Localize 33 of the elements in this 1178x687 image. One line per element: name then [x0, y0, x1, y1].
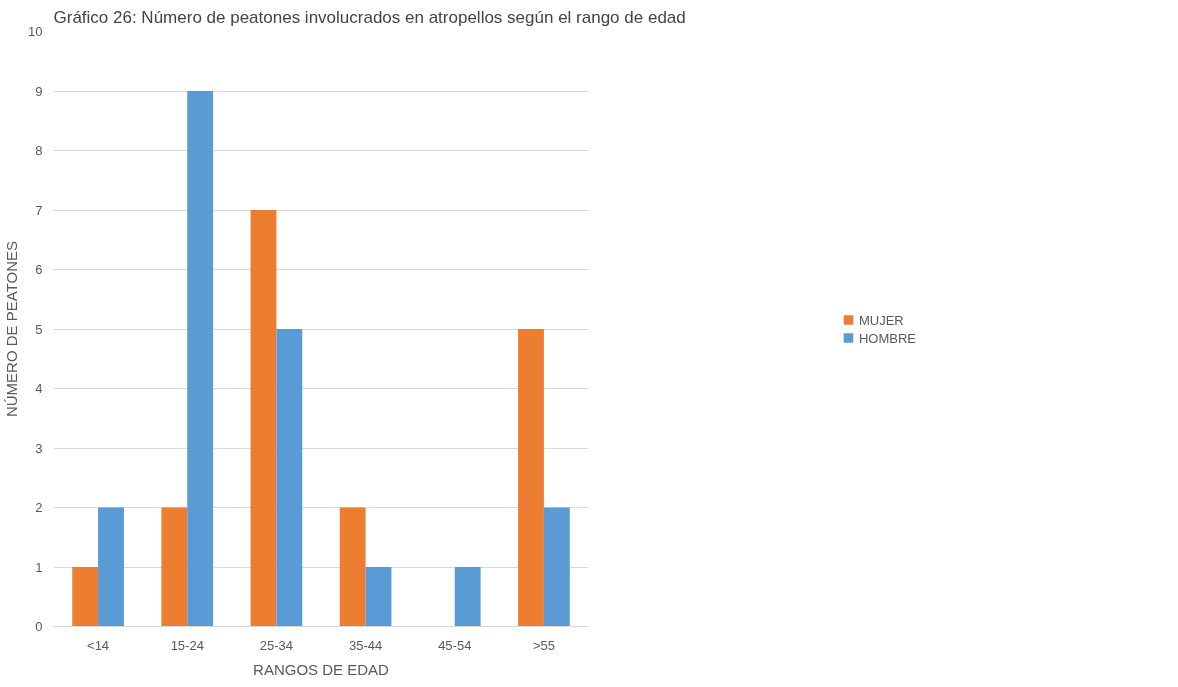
y-tick-label: 7: [35, 202, 43, 218]
bar: [98, 507, 124, 627]
y-tick-label: 3: [35, 440, 43, 456]
bar: [543, 507, 570, 627]
y-tick-label: 0: [35, 619, 43, 634]
bar: [250, 210, 277, 627]
bar: [161, 507, 188, 627]
y-tick-label: 6: [35, 262, 43, 277]
y-tick-label: 8: [35, 143, 43, 158]
chart-title: Gráfico 26: Número de peatones involucrados en atropellos según el rango de edad: [53, 7, 686, 27]
x-tick-label: 35-44: [348, 637, 383, 653]
legend-label: HOMBRE: [858, 330, 917, 345]
y-tick-label: 1: [35, 559, 43, 575]
x-tick-label: 25-34: [259, 637, 294, 653]
x-tick-label: 15-24: [170, 637, 204, 653]
bar: [365, 567, 392, 627]
y-tick-label: 4: [35, 381, 43, 396]
legend-label: MUJER: [858, 312, 904, 327]
y-tick-label: 2: [35, 500, 43, 515]
y-axis-title: NÚMERO DE PEATONES: [3, 240, 21, 418]
y-tick-label: 9: [35, 83, 43, 99]
bar: [276, 329, 303, 627]
y-tick-label: 10: [28, 24, 43, 39]
x-axis-title: RANGOS DE EDAD: [253, 660, 390, 678]
x-tick-label: <14: [87, 637, 110, 653]
bar: [187, 91, 214, 627]
bar: [454, 567, 481, 627]
x-tick-label: 45-54: [438, 637, 472, 653]
bar: [339, 507, 366, 627]
y-tick-label: 5: [35, 321, 43, 337]
bar: [518, 329, 544, 627]
x-tick-label: >55: [532, 637, 555, 653]
bar: [72, 567, 99, 627]
